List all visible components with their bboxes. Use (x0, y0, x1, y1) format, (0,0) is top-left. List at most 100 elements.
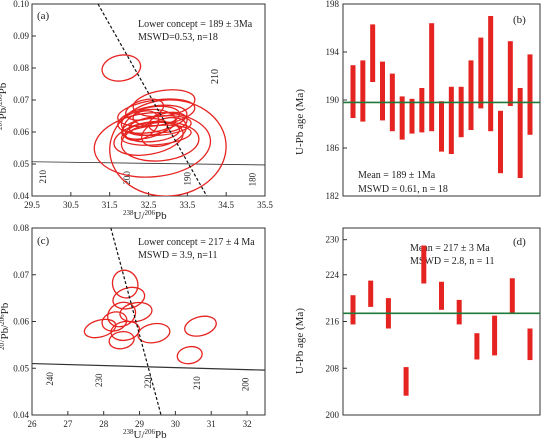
concordia-age-label: 190 (182, 171, 192, 185)
age-error-bar (399, 96, 405, 140)
error-ellipse (137, 322, 171, 344)
panel-d-annotation-1: Mean = 217 ± 3 Ma (410, 243, 490, 254)
panel-c-ylabel-end: Pb (0, 302, 11, 314)
panel-a-annotation-1: Lower concept = 189 ± 3Ma (138, 19, 253, 30)
age-error-bar (458, 86, 464, 138)
ytick-label: 200 (326, 410, 340, 420)
panel-a-xlabel-mid: U/ (134, 210, 146, 222)
error-ellipse (101, 311, 128, 332)
panel-d-label: (d) (513, 236, 526, 248)
panel-a-ylabel: 207Pb/206Pb (0, 82, 9, 130)
panel-c-ticks: 26 27 28 29 30 31 32 0.04 0.05 0.06 0.07 0.08 (13, 223, 251, 429)
age-error-bar (439, 281, 444, 310)
error-ellipse (110, 320, 141, 342)
panel-a-xlabel-sup2: 206 (145, 209, 156, 217)
ytick-label: 224 (326, 270, 340, 280)
error-ellipse (108, 330, 135, 350)
xtick-label: 30 (171, 419, 181, 429)
panel-d-age-bars: (d) Mean = 217 ± 3 Ma MSWD = 2.8, n = 11… (294, 227, 541, 420)
xtick-label: 29.5 (24, 200, 40, 210)
error-ellipse (125, 98, 165, 121)
age-error-bar (468, 60, 474, 130)
xtick-label: 29 (135, 419, 145, 429)
panel-c-annotation-2: MSWD = 3.9, n=11 (138, 250, 218, 261)
panel-d-ticks: 200 208 216 224 230 (326, 235, 347, 420)
error-ellipse (101, 54, 142, 82)
age-error-bar (439, 101, 444, 152)
panel-a-xlabel-end: Pb (155, 210, 167, 222)
panel-a-ylabel-end: Pb (0, 82, 9, 94)
age-error-bar (517, 88, 523, 178)
age-error-bar (456, 299, 462, 325)
panel-b-label: (b) (513, 14, 526, 26)
panel-a-plot: 210 200 190 180 (32, 4, 265, 196)
ytick-label: 182 (326, 191, 340, 201)
panel-a-concordia: (a) Lower concept = 189 ± 3Ma MSWD=0.53,… (0, 0, 273, 222)
xtick-label: 32.5 (141, 200, 157, 210)
panel-a-concordia-label: 210 (210, 69, 221, 84)
panel-b-annotation-1: Mean = 189 ± 1Ma (358, 170, 436, 181)
panel-a-ylabel-sup2: 206 (0, 94, 4, 105)
panel-c-xlabel-sup2: 206 (145, 428, 156, 436)
age-error-bar (527, 54, 533, 135)
ytick-label: 0.09 (13, 31, 29, 41)
xtick-label: 30.5 (63, 200, 79, 210)
concordia-age-label: 220 (143, 374, 153, 388)
age-error-bar (421, 245, 427, 284)
discordia-line (97, 4, 208, 196)
xtick-label: 31.5 (102, 200, 118, 210)
panel-c-label: (c) (37, 235, 50, 247)
xtick-label: 35.5 (257, 200, 273, 210)
concordia-curve (32, 161, 265, 166)
xtick-label: 27 (63, 419, 73, 429)
panel-b-annotation-2: MSWD = 0.61, n = 18 (358, 184, 448, 195)
panel-c-xlabel-end: Pb (155, 429, 167, 441)
error-ellipse (176, 345, 203, 365)
panel-a-ylabel-sup1: 207 (0, 119, 4, 130)
ytick-label: 0.06 (13, 127, 29, 137)
ytick-label: 0.08 (13, 223, 29, 233)
age-error-bar (448, 86, 454, 154)
panel-b-ylabel: U-Pb age (Ma) (294, 89, 306, 155)
age-error-bar (360, 60, 366, 122)
concordia-age-label: 230 (94, 373, 104, 387)
ytick-label: 0.05 (13, 159, 29, 169)
panel-c-concordia: (c) Lower concept = 217 ± 4 Ma MSWD = 3.… (0, 223, 266, 441)
ytick-label: 194 (326, 47, 340, 57)
concordia-age-label: 180 (248, 172, 258, 186)
ytick-label: 230 (326, 235, 340, 245)
ytick-label: 0.07 (13, 270, 29, 280)
panel-c-xlabel: 238U/206Pb (123, 428, 167, 441)
concordia-age-label: 200 (122, 171, 132, 185)
panel-d-plot (343, 245, 540, 396)
ytick-label: 0.07 (13, 95, 29, 105)
panel-c-annotation-1: Lower concept = 217 ± 4 Ma (138, 237, 255, 248)
error-ellipse (107, 301, 137, 328)
age-error-bar (507, 41, 513, 107)
panel-c-ylabel-sup1: 207 (0, 339, 6, 350)
panel-a-xlabel: 238U/206Pb (123, 209, 167, 222)
panel-a-ylabel-mid: Pb/ (0, 104, 9, 120)
panel-c-xlabel-sup1: 238 (123, 428, 134, 436)
age-error-bar (350, 65, 356, 118)
xtick-label: 31 (207, 419, 216, 429)
discordia-line (110, 228, 162, 415)
xtick-label: 26 (28, 419, 38, 429)
age-error-bar (380, 61, 385, 121)
panel-c-ylabel-mid: Pb/ (0, 324, 11, 340)
error-ellipse (93, 111, 212, 178)
xtick-label: 34.5 (218, 200, 234, 210)
ytick-label: 0.05 (13, 363, 29, 373)
panel-c-plot: 240 230 220 210 200 (32, 228, 265, 415)
panel-d-ylabel: U-Pb age (Ma) (294, 308, 306, 374)
error-ellipse (120, 121, 200, 162)
xtick-label: 33.5 (179, 200, 195, 210)
svg-text:238U/206Pb: 238U/206Pb (123, 428, 167, 441)
ytick-label: 216 (326, 317, 340, 327)
panel-a-xlabel-sup1: 238 (123, 209, 134, 217)
age-error-bar (409, 98, 415, 134)
panel-a-ticks: 29.5 30.5 31.5 32.5 33.5 34.5 35.5 0.04 0.05 0.06… (13, 0, 273, 210)
age-error-bar (474, 333, 480, 360)
panel-c-ylabel-sup2: 206 (0, 314, 6, 325)
